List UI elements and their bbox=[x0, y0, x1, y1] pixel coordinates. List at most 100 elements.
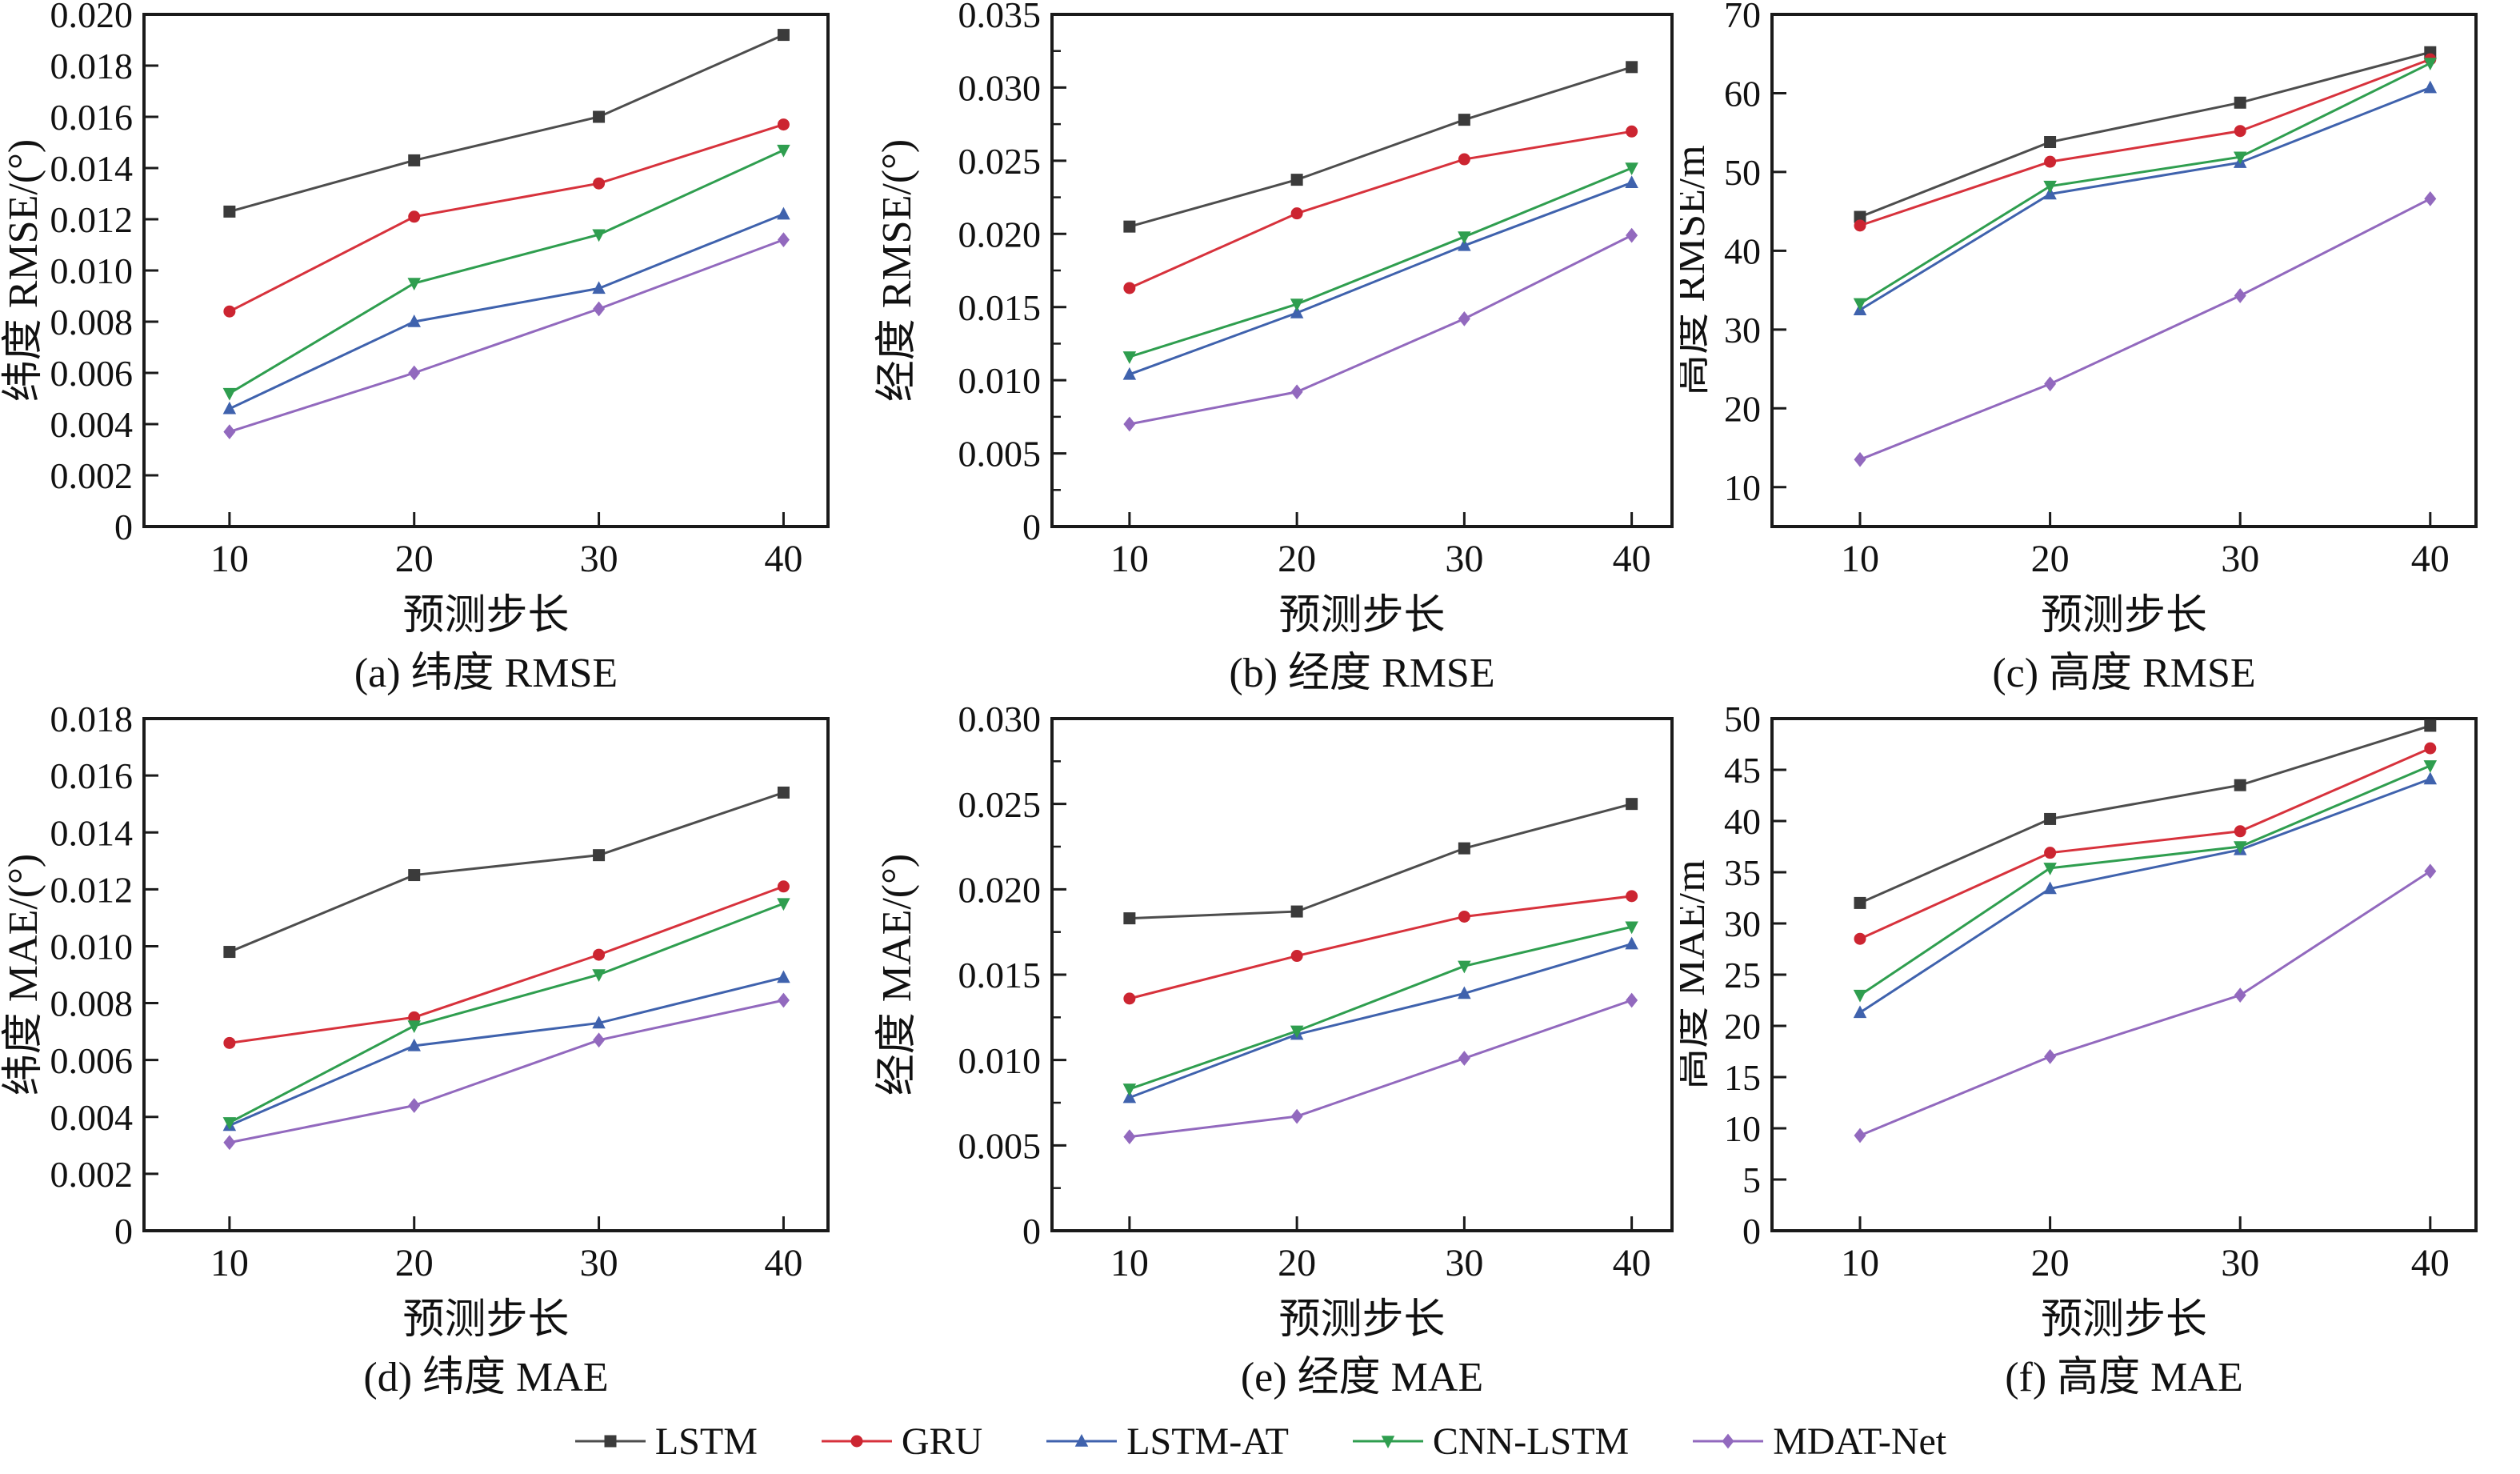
triangle-up-marker bbox=[2423, 80, 2438, 94]
panel-caption: (e) 经度 MAE bbox=[1241, 1355, 1483, 1400]
triangle-up-marker bbox=[2423, 771, 2438, 785]
legend-label: LSTM bbox=[654, 1420, 758, 1463]
diamond-marker bbox=[408, 1098, 421, 1113]
y-tick-label: 0.014 bbox=[50, 148, 134, 189]
panel-height-rmse: 10 20 30 40 50 60 70 10 20 30 40 高度 RMSE/m 预测步长 (c) 高… bbox=[1680, 0, 2520, 704]
series-line-lstm bbox=[1859, 724, 2431, 904]
y-tick-label: 70 bbox=[1724, 0, 1761, 35]
circle-marker bbox=[1458, 153, 1470, 166]
y-tick-label: 0.008 bbox=[50, 983, 134, 1024]
circle-marker bbox=[1626, 125, 1638, 138]
y-axis-title: 高度 RMSE/m bbox=[1680, 145, 1714, 396]
y-tick-label: 0.010 bbox=[50, 927, 134, 967]
y-tick-label: 0.030 bbox=[958, 704, 1042, 739]
square-marker bbox=[2234, 96, 2246, 109]
y-tick-label: 0.020 bbox=[958, 214, 1042, 254]
y-tick-label: 50 bbox=[1724, 152, 1761, 193]
series-line-cnn-lstm bbox=[1129, 166, 1633, 358]
square-marker bbox=[1854, 896, 1866, 909]
legend-swatch-triangle-up-icon bbox=[1046, 1434, 1118, 1447]
triangle-down-marker bbox=[1290, 1025, 1304, 1039]
x-axis-title: 预测步长 bbox=[1278, 593, 1445, 639]
series-line-lstm bbox=[1129, 66, 1633, 228]
circle-marker bbox=[777, 118, 790, 131]
legend-swatch-diamond-icon bbox=[1693, 1433, 1764, 1449]
y-tick-label: 0.012 bbox=[50, 199, 134, 240]
diamond-marker bbox=[2234, 288, 2246, 303]
y-tick-label: 0.025 bbox=[958, 784, 1042, 825]
square-marker bbox=[593, 110, 606, 123]
triangle-up-marker bbox=[222, 401, 237, 415]
circle-marker bbox=[850, 1435, 863, 1448]
circle-marker bbox=[2234, 825, 2246, 838]
y-tick-label: 0 bbox=[114, 507, 133, 547]
x-tick-label: 30 bbox=[580, 1242, 618, 1284]
triangle-down-marker bbox=[1458, 960, 1471, 974]
square-marker bbox=[1626, 61, 1638, 74]
triangle-down-marker bbox=[2043, 863, 2057, 875]
x-axis-title: 预测步长 bbox=[1278, 1297, 1445, 1343]
y-tick-label: 0.004 bbox=[50, 1097, 134, 1138]
y-axis-title: 高度 MAE/m bbox=[1680, 859, 1714, 1089]
diamond-marker bbox=[593, 1032, 606, 1048]
series-line-gru bbox=[1859, 58, 2431, 227]
y-tick-label: 35 bbox=[1724, 852, 1761, 893]
series-line-lstm-at bbox=[229, 976, 784, 1127]
diamond-marker bbox=[777, 232, 790, 247]
legend-item-mdat-net: MDAT-Net bbox=[1691, 1420, 1946, 1464]
triangle-up-marker bbox=[1290, 306, 1304, 318]
diamond-marker bbox=[1854, 451, 1866, 467]
square-marker bbox=[604, 1435, 617, 1448]
x-tick-label: 30 bbox=[2221, 538, 2259, 580]
y-tick-label: 0.010 bbox=[958, 1040, 1042, 1081]
y-tick-label: 10 bbox=[1724, 1108, 1761, 1149]
x-tick-label: 10 bbox=[1110, 1242, 1149, 1284]
y-tick-label: 0.025 bbox=[958, 141, 1042, 182]
plot-frame bbox=[1770, 717, 2478, 1232]
chart-longitude-rmse: 0 0.005 0.010 0.015 0.020 0.025 0.030 0.035 10 20… bbox=[874, 0, 1674, 696]
series-line-lstm bbox=[1859, 50, 2431, 218]
diamond-marker bbox=[223, 1135, 236, 1151]
x-tick-label: 40 bbox=[1613, 538, 1651, 580]
y-tick-label: 0.015 bbox=[958, 287, 1042, 328]
triangle-down-marker bbox=[2233, 151, 2247, 165]
y-tick-label: 0.008 bbox=[50, 302, 134, 342]
square-marker bbox=[223, 946, 236, 959]
x-tick-label: 30 bbox=[2221, 1242, 2259, 1284]
circle-marker bbox=[593, 948, 606, 961]
y-tick-label: 0.018 bbox=[50, 704, 134, 739]
diamond-marker bbox=[1722, 1433, 1734, 1449]
triangle-up-marker bbox=[1122, 366, 1137, 380]
circle-marker bbox=[2044, 155, 2057, 168]
legend-swatch-square-icon bbox=[574, 1435, 646, 1448]
y-axis-title: 经度 RMSE/(°) bbox=[874, 139, 920, 402]
square-marker bbox=[777, 29, 790, 42]
series-line-lstm-at bbox=[1859, 778, 2431, 1014]
y-tick-label: 0.030 bbox=[958, 68, 1042, 109]
square-marker bbox=[2044, 136, 2057, 149]
y-tick-label: 0.035 bbox=[958, 0, 1042, 35]
chart-latitude-mae: 0 0.002 0.004 0.006 0.008 0.010 0.012 0.014 0.01… bbox=[1, 704, 830, 1400]
chart-height-rmse: 10 20 30 40 50 60 70 10 20 30 40 高度 RMSE/m 预测步长 (c) 高… bbox=[1680, 0, 2478, 696]
y-tick-label: 20 bbox=[1724, 388, 1761, 429]
triangle-up-marker bbox=[592, 1015, 606, 1029]
series-line-lstm-at bbox=[1129, 181, 1633, 376]
circle-marker bbox=[2044, 847, 2057, 859]
legend-item-lstm: LSTM bbox=[574, 1420, 758, 1464]
legend-label: CNN-LSTM bbox=[1432, 1420, 1630, 1463]
triangle-up-marker bbox=[407, 1038, 421, 1051]
triangle-down-marker bbox=[1853, 298, 1867, 311]
circle-marker bbox=[1123, 282, 1136, 294]
plot-frame bbox=[1770, 13, 2478, 528]
panel-caption: (b) 经度 RMSE bbox=[1229, 651, 1494, 696]
legend-label: GRU bbox=[901, 1420, 983, 1463]
y-tick-label: 0.004 bbox=[50, 404, 134, 445]
series-line-cnn-lstm bbox=[229, 902, 784, 1124]
square-marker bbox=[593, 849, 606, 862]
y-tick-label: 0.005 bbox=[958, 1125, 1042, 1166]
diamond-marker bbox=[593, 301, 606, 317]
series-line-cnn-lstm bbox=[229, 149, 785, 395]
series-line-mdat-net bbox=[229, 238, 784, 434]
circle-marker bbox=[223, 305, 236, 318]
x-axis-title: 预测步长 bbox=[2041, 593, 2207, 639]
